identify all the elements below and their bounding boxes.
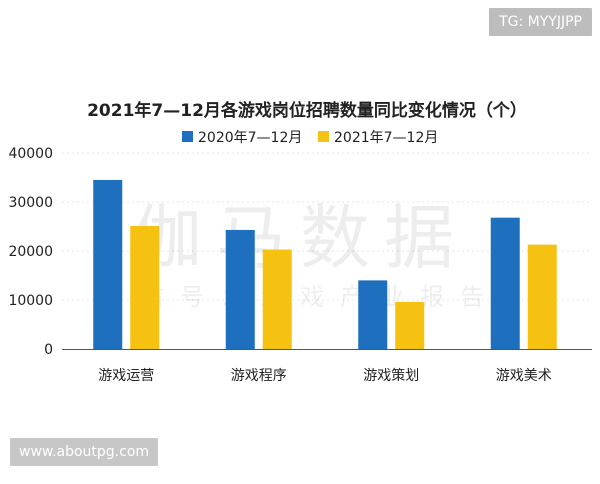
x-tick-label: 游戏美术 (496, 368, 552, 384)
legend-swatch-2020 (182, 131, 193, 142)
bar-2021-2 (262, 249, 292, 349)
bars (93, 179, 557, 349)
y-tick-label: 10000 (8, 293, 53, 309)
y-tick-label: 20000 (8, 244, 53, 260)
bar-2021-3 (395, 301, 425, 349)
x-axis: 游戏运营 游戏程序 游戏策划 游戏美术 (62, 349, 592, 384)
bar-2021-1 (130, 226, 160, 349)
chart-title: 2021年7—12月各游戏岗位招聘数量同比变化情况（个） (87, 100, 527, 121)
legend-label-2021: 2021年7—12月 (334, 130, 438, 146)
legend-label-2020: 2020年7—12月 (198, 130, 302, 146)
y-tick-label: 0 (44, 342, 53, 358)
bar-2020-2 (225, 229, 255, 349)
website-label: www.aboutpg.com (10, 438, 159, 466)
watermark-large: 伽马数据 (132, 197, 468, 279)
legend-swatch-2021 (318, 131, 329, 142)
y-tick-label: 30000 (8, 195, 53, 211)
x-tick-label: 游戏策划 (363, 367, 419, 384)
watermark-small: 微信号：游戏产业报告 (100, 283, 500, 311)
bar-2020-4 (490, 217, 520, 349)
legend: 2020年7—12月 2021年7—12月 (182, 130, 438, 146)
y-axis: 0 10000 20000 30000 40000 (8, 146, 53, 358)
bar-2020-3 (358, 280, 388, 349)
x-tick-label: 游戏程序 (231, 368, 287, 384)
source-tag: TG: MYYJJPP (489, 8, 592, 36)
y-tick-label: 40000 (8, 146, 53, 162)
x-tick-label: 游戏运营 (98, 368, 154, 384)
bar-2020-1 (93, 179, 123, 349)
bar-2021-4 (527, 244, 557, 349)
